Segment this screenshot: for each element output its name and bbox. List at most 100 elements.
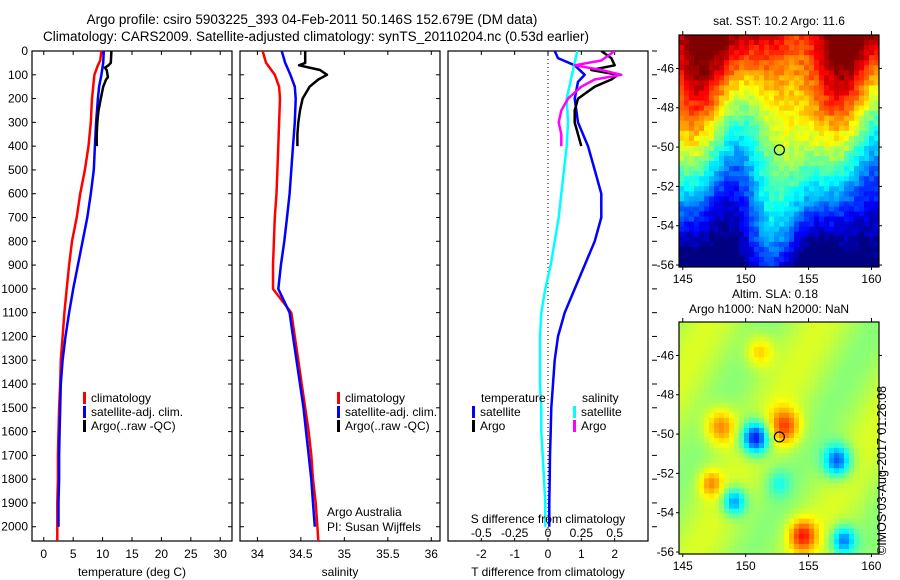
map-cell <box>699 387 705 394</box>
map-cell <box>819 216 825 223</box>
map-cell <box>764 438 770 444</box>
map-cell <box>799 105 805 112</box>
map-cell <box>844 45 850 51</box>
map-cell <box>819 120 825 127</box>
map-cell <box>729 493 735 500</box>
legend-climatology-swatch <box>337 392 340 404</box>
map-cell <box>799 186 805 192</box>
map-cell <box>739 478 745 484</box>
map-cell <box>829 211 835 218</box>
map-cell <box>809 377 815 384</box>
map-cell <box>784 166 790 172</box>
map-cell <box>874 166 879 172</box>
map-cell <box>729 161 735 167</box>
map-cell <box>834 156 840 162</box>
map-cell <box>824 458 830 464</box>
map-cell <box>869 171 875 177</box>
map-cell <box>679 412 685 419</box>
map-cell <box>744 523 750 530</box>
map-cell <box>844 468 850 474</box>
map-cell <box>739 70 745 76</box>
map-cell <box>719 40 725 46</box>
map-cell <box>709 518 715 525</box>
map-cell <box>714 135 720 142</box>
map-cell <box>689 468 695 474</box>
map-cell <box>749 251 755 258</box>
map-cell <box>854 181 860 187</box>
map-cell <box>849 513 855 520</box>
map-cell <box>744 105 750 112</box>
map-cell <box>824 438 830 444</box>
map-cell <box>744 166 750 172</box>
map-cell <box>799 402 805 409</box>
map-cell <box>864 236 870 243</box>
map-cell <box>814 201 820 208</box>
map-cell <box>799 120 805 127</box>
map-cell <box>734 392 740 399</box>
map-cell <box>704 352 710 358</box>
map-cell <box>689 503 695 510</box>
map-cell <box>709 322 715 328</box>
map-cell <box>779 60 785 66</box>
map-cell <box>869 256 875 263</box>
map-cell <box>739 513 745 520</box>
map-cell <box>694 518 700 525</box>
map-cell <box>824 397 830 404</box>
map-cell <box>759 453 765 459</box>
map-cell <box>739 463 745 469</box>
map-cell <box>749 145 755 152</box>
map-cell <box>724 417 730 424</box>
map-cell <box>774 90 780 97</box>
map-cell <box>809 347 815 353</box>
map-cell <box>744 332 750 338</box>
map-cell <box>744 256 750 263</box>
map-cell <box>844 140 850 147</box>
map-cell <box>794 367 800 374</box>
map-cell <box>834 372 840 379</box>
map-cell <box>709 145 715 152</box>
map-cell <box>714 140 720 147</box>
map-cell <box>749 422 755 429</box>
map-cell <box>834 332 840 338</box>
map-cell <box>764 337 770 343</box>
map-cell <box>819 196 825 203</box>
map-cell <box>709 337 715 343</box>
map-cell <box>804 115 810 122</box>
map-cell <box>689 327 695 333</box>
map-cell <box>749 256 755 263</box>
map-cell <box>799 458 805 464</box>
map-cell <box>749 50 755 56</box>
map-cell <box>734 171 740 177</box>
map-cell <box>764 95 770 102</box>
map-cell <box>794 488 800 495</box>
map-cell <box>709 448 715 454</box>
map-cell <box>794 90 800 97</box>
map-cell <box>739 241 745 248</box>
map-cell <box>814 478 820 484</box>
map-cell <box>784 100 790 107</box>
map-cell <box>709 347 715 353</box>
map-cell <box>819 493 825 500</box>
map-cell <box>849 448 855 454</box>
map-cell <box>789 196 795 203</box>
map-cell <box>744 548 750 554</box>
map-cell <box>704 100 710 107</box>
map-cell <box>809 216 815 223</box>
sst-map-title: sat. SST: 10.2 Argo: 11.6 <box>713 14 845 28</box>
map-cell <box>784 85 790 92</box>
map-cell <box>819 166 825 172</box>
map-cell <box>759 322 765 328</box>
map-cell <box>709 402 715 409</box>
map-cell <box>774 145 780 152</box>
map-cell <box>854 347 860 353</box>
map-cell <box>829 448 835 454</box>
map-cell <box>809 443 815 449</box>
map-cell <box>684 110 690 117</box>
map-cell <box>694 427 700 434</box>
map-cell <box>759 392 765 399</box>
map-cell <box>774 100 780 107</box>
map-cell <box>759 412 765 419</box>
map-cell <box>724 256 730 263</box>
map-cell <box>804 231 810 238</box>
map-cell <box>709 176 715 182</box>
